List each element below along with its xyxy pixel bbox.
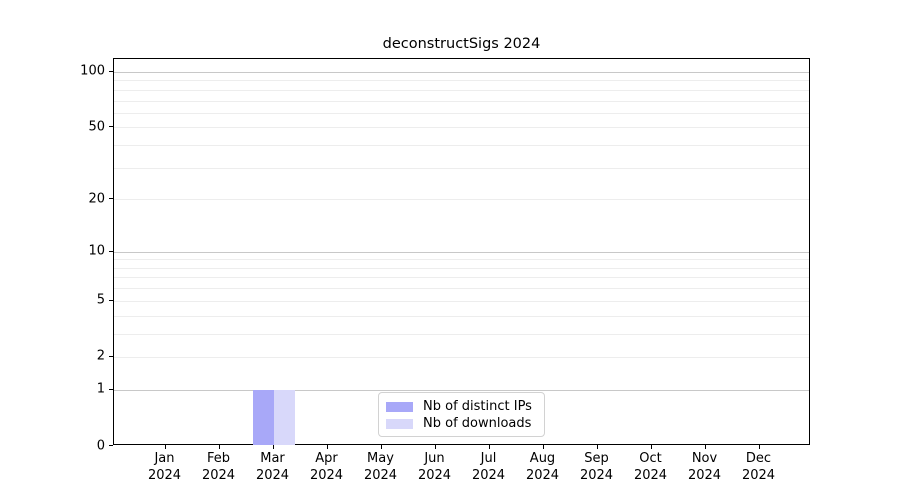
x-tick-month: Aug bbox=[529, 451, 556, 466]
minor-gridline bbox=[114, 199, 809, 201]
x-tick-label: Aug 2024 bbox=[526, 450, 559, 484]
x-tick-month: Jul bbox=[480, 451, 497, 466]
y-tick-label: 2 bbox=[96, 348, 105, 364]
y-tick-label: 5 bbox=[96, 292, 105, 308]
x-tick-label: May 2024 bbox=[364, 450, 397, 484]
x-tick-label: Dec 2024 bbox=[742, 450, 775, 484]
x-tick-mark bbox=[326, 445, 328, 449]
x-tick-year: 2024 bbox=[417, 468, 452, 483]
minor-gridline bbox=[114, 127, 809, 129]
x-tick-month: Dec bbox=[745, 451, 772, 466]
y-tick-mark bbox=[109, 299, 113, 301]
x-tick-year: 2024 bbox=[633, 468, 668, 483]
major-gridline bbox=[114, 71, 809, 73]
x-tick-month: Apr bbox=[315, 451, 338, 466]
y-tick-mark bbox=[109, 250, 113, 252]
plot-area bbox=[113, 58, 810, 445]
y-tick-label: 0 bbox=[96, 438, 105, 453]
legend: Nb of distinct IPs Nb of downloads bbox=[378, 392, 545, 437]
y-tick-label: 100 bbox=[80, 63, 105, 79]
x-tick-mark bbox=[596, 445, 598, 449]
minor-gridline bbox=[114, 300, 809, 302]
legend-swatch-icon bbox=[386, 418, 413, 429]
x-tick-year: 2024 bbox=[471, 468, 506, 483]
minor-gridline bbox=[114, 333, 809, 335]
chart-title: deconstructSigs 2024 bbox=[382, 36, 541, 52]
x-tick-year: 2024 bbox=[363, 468, 398, 483]
x-tick-mark bbox=[164, 445, 166, 449]
legend-label: Nb of distinct IPs bbox=[423, 399, 532, 414]
minor-gridline bbox=[114, 288, 809, 290]
y-tick-label: 10 bbox=[88, 243, 105, 259]
y-tick-mark bbox=[109, 445, 113, 446]
x-tick-month: Mar bbox=[260, 451, 285, 466]
y-tick-mark bbox=[109, 70, 113, 72]
x-tick-year: 2024 bbox=[309, 468, 344, 483]
x-tick-mark bbox=[488, 445, 490, 449]
y-tick-mark bbox=[109, 355, 113, 357]
x-tick-year: 2024 bbox=[687, 468, 722, 483]
x-tick-label: Jun 2024 bbox=[418, 450, 451, 484]
x-tick-mark bbox=[434, 445, 436, 449]
y-tick-label: 1 bbox=[96, 381, 105, 397]
x-tick-label: Jan 2024 bbox=[148, 450, 181, 484]
y-tick-mark bbox=[109, 388, 113, 390]
x-tick-mark bbox=[758, 445, 760, 449]
y-tick-label: 50 bbox=[88, 119, 105, 135]
x-tick-month: Jan bbox=[154, 451, 175, 466]
x-tick-label: Jul 2024 bbox=[472, 450, 505, 484]
x-tick-month: Oct bbox=[639, 451, 662, 466]
x-tick-label: Mar 2024 bbox=[256, 450, 289, 484]
minor-gridline bbox=[114, 145, 809, 147]
legend-label: Nb of downloads bbox=[423, 416, 532, 431]
y-tick-label: 20 bbox=[88, 191, 105, 207]
legend-row: Nb of distinct IPs bbox=[386, 398, 537, 415]
x-tick-month: Nov bbox=[691, 451, 718, 466]
minor-gridline bbox=[114, 259, 809, 261]
x-tick-label: Apr 2024 bbox=[310, 450, 343, 484]
x-tick-year: 2024 bbox=[201, 468, 236, 483]
bar-nb-of-distinct-ips bbox=[252, 389, 274, 445]
x-tick-label: Nov 2024 bbox=[688, 450, 721, 484]
x-tick-year: 2024 bbox=[741, 468, 776, 483]
minor-gridline bbox=[114, 167, 809, 169]
x-tick-mark bbox=[650, 445, 652, 449]
minor-gridline bbox=[114, 267, 809, 269]
minor-gridline bbox=[114, 100, 809, 102]
x-tick-month: Jun bbox=[424, 451, 445, 466]
minor-gridline bbox=[114, 315, 809, 317]
bar-nb-of-downloads bbox=[273, 389, 295, 445]
x-tick-mark bbox=[380, 445, 382, 449]
minor-gridline bbox=[114, 356, 809, 358]
x-tick-year: 2024 bbox=[255, 468, 290, 483]
y-tick-mark bbox=[109, 126, 113, 128]
x-tick-mark bbox=[218, 445, 220, 449]
x-tick-label: Oct 2024 bbox=[634, 450, 667, 484]
minor-gridline bbox=[114, 80, 809, 82]
minor-gridline bbox=[114, 112, 809, 114]
x-tick-month: Feb bbox=[206, 451, 231, 466]
minor-gridline bbox=[114, 89, 809, 91]
legend-row: Nb of downloads bbox=[386, 415, 537, 432]
x-tick-mark bbox=[542, 445, 544, 449]
legend-swatch-icon bbox=[386, 401, 413, 412]
x-tick-label: Feb 2024 bbox=[202, 450, 235, 484]
x-tick-label: Sep 2024 bbox=[580, 450, 613, 484]
x-tick-year: 2024 bbox=[525, 468, 560, 483]
y-tick-mark bbox=[109, 198, 113, 200]
major-gridline bbox=[114, 389, 809, 391]
x-tick-year: 2024 bbox=[579, 468, 614, 483]
major-gridline bbox=[114, 251, 809, 253]
x-tick-month: Sep bbox=[584, 451, 609, 466]
x-tick-month: May bbox=[367, 451, 394, 466]
x-tick-mark bbox=[704, 445, 706, 449]
x-tick-year: 2024 bbox=[147, 468, 182, 483]
x-tick-mark bbox=[272, 445, 274, 449]
minor-gridline bbox=[114, 277, 809, 279]
